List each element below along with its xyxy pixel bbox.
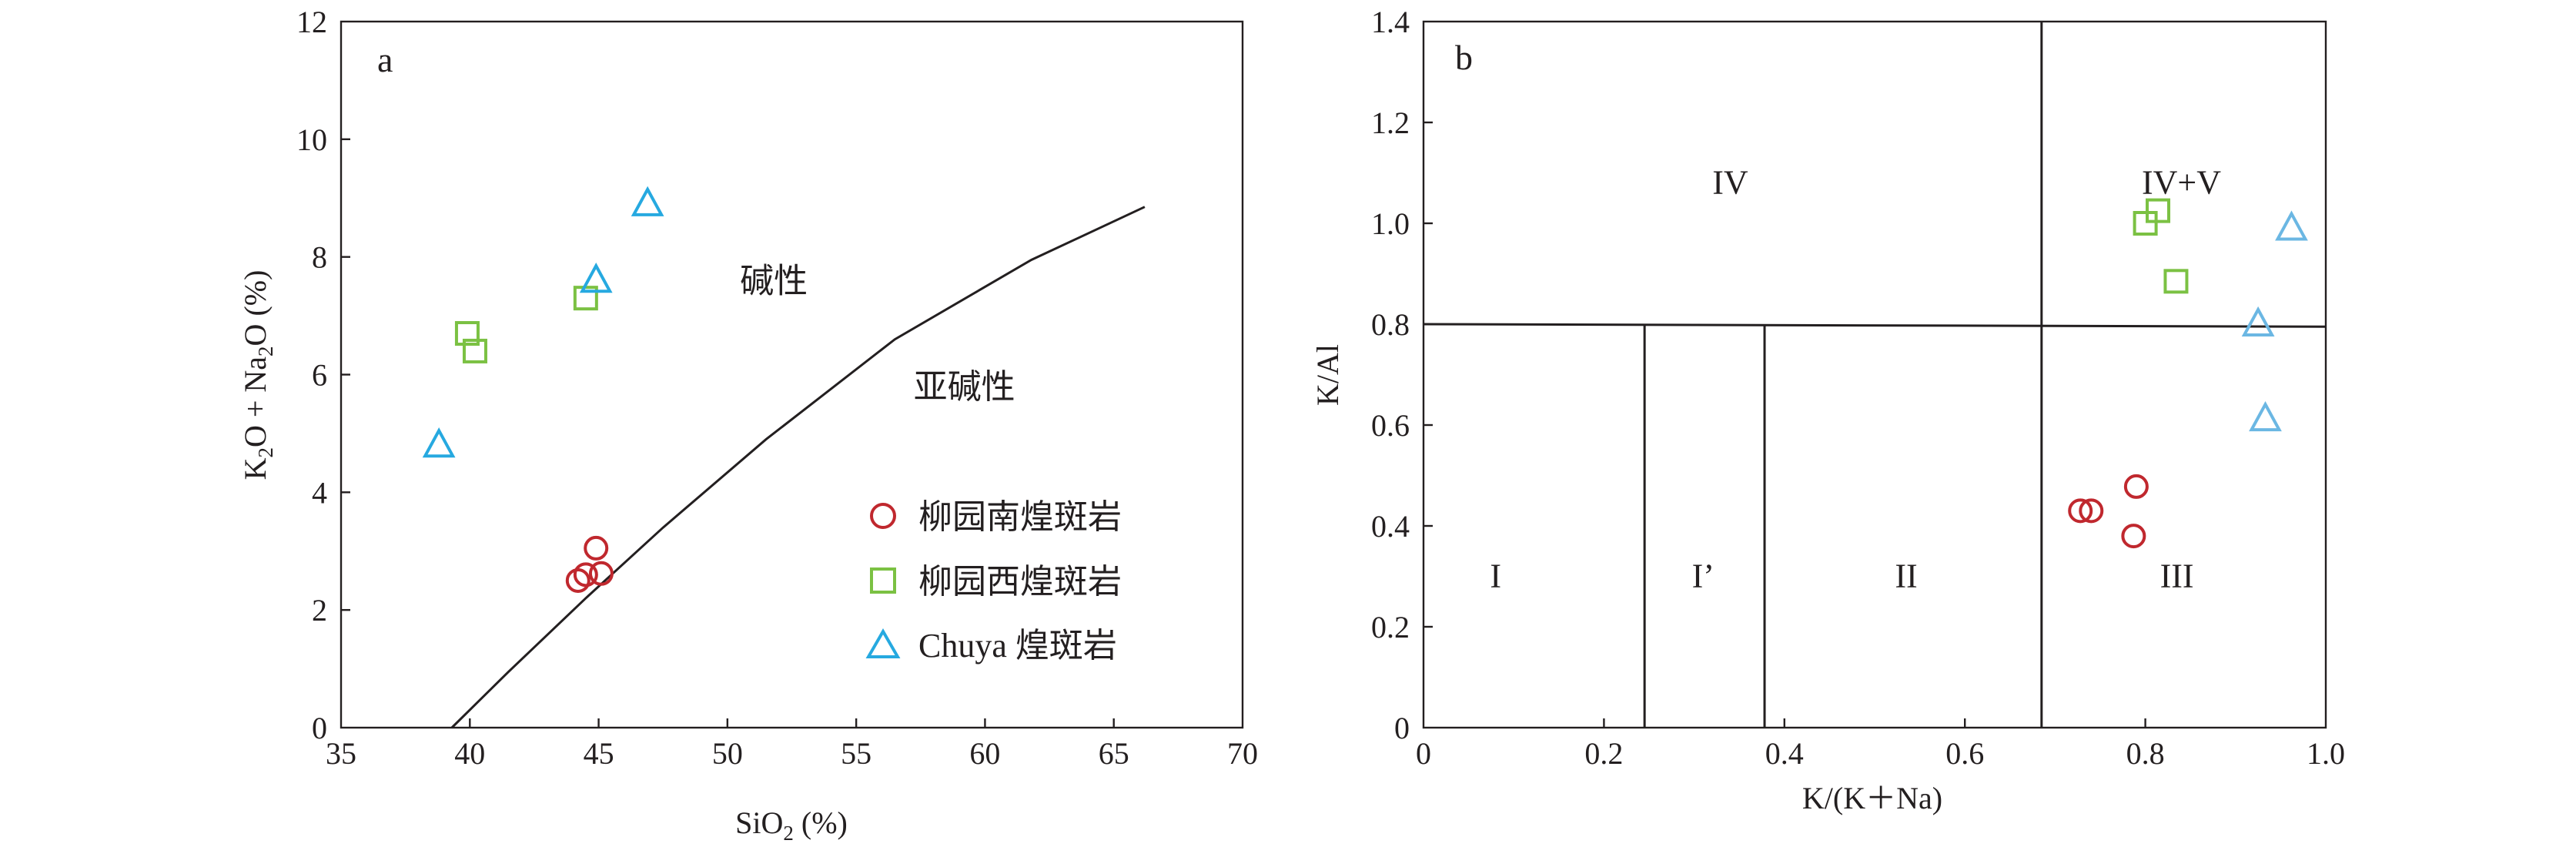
panel-b-ticks: 0 0.2 0.4 0.6 0.8 1.0 0 0.2 0.4 0.6 0.8 1.0 1.2 1.4 [1371,5,2345,771]
panel-b-y-tick-label: 0.2 [1371,610,1410,644]
panel-a-x-tick-label: 45 [584,736,614,771]
panel-b-region-label: I’ [1692,557,1715,595]
panel-a-region-subalkaline: 亚碱性 [914,368,1015,406]
panel-b-x-tick-label: 0.6 [1945,736,1984,771]
panel-b-square-marker [2146,198,2171,223]
panel-a-x-tick-label: 65 [1099,736,1129,771]
panel-b-points [2068,198,2308,549]
panel-b-x-tick-label: 0 [1416,736,1431,771]
panel-a-circle-marker [588,561,614,586]
panel-a-y-tick-label: 0 [312,711,327,745]
panel-a-label: a [377,40,393,79]
legend-circle-marker [870,503,896,529]
panel-a-x-tick-label: 60 [969,736,1000,771]
panel-b-circle-marker [2079,498,2104,524]
panel-b-field-lines [1423,22,2327,728]
legend-label-liuyuan-west: 柳园西煌斑岩 [918,563,1122,601]
panel-a-ticks: 35 40 45 50 55 60 65 70 0 2 4 6 8 10 12 [296,5,1258,771]
panel-b-label: b [1455,38,1473,77]
panel-a-plot-frame [340,20,1244,729]
panel-b-circle-marker [2121,524,2146,549]
panel-a-circle-marker [565,567,590,593]
legend-triangle-marker [865,628,901,658]
panel-a-y-tick-label: 10 [296,122,327,157]
panel-b-region-label: I [1490,557,1501,595]
panel-a-y-tick-label: 2 [312,593,327,628]
panel-b-triangle-marker [2275,210,2308,241]
panel-b-circle-marker [2123,474,2149,499]
panel-a-x-tick-label: 40 [454,736,485,771]
panel-b-x-tick-label: 1.0 [2307,736,2345,771]
panel-b-region-label: II [1895,557,1917,595]
panel-a-triangle-marker [422,427,456,458]
panel-b-triangle-marker [2241,306,2275,336]
panel-a-square-marker [462,338,487,363]
panel-b-field-boundary [1423,323,2327,328]
panel-b-region-label: III [2160,557,2194,595]
panel-b-triangle-marker [2249,400,2282,432]
panel-a-triangle-marker [631,186,664,216]
panel-b-y-axis-title: K/Al [1310,344,1345,406]
panel-b-x-tick-label: 0.4 [1765,736,1804,771]
panel-a-square-marker [454,321,480,346]
panel-a-y-tick-label: 8 [312,240,327,275]
panel-b-y-tick-label: 0.8 [1371,307,1410,342]
legend-label-chuya: Chuya 煌斑岩 [918,627,1117,665]
legend-label-liuyuan-south: 柳园南煌斑岩 [918,498,1122,536]
panel-a-circle-marker [584,535,609,561]
panel-b-y-tick-label: 0 [1394,711,1410,745]
panel-a-x-tick-label: 55 [841,736,871,771]
panel-b-y-tick-label: 1.2 [1371,105,1410,140]
panel-b-plot-frame [1422,20,2327,729]
panel-b-y-tick-label: 0.6 [1371,408,1410,443]
panel-a-y-tick-label: 4 [312,475,327,510]
panel-a-triangle-marker [579,263,613,293]
panel-b-square-marker [2163,269,2189,294]
panel-a-circle-marker [573,562,598,588]
panel-b-region-label: IV+V [2142,164,2221,202]
panel-b-square-marker [2133,211,2158,236]
panel-a-x-tick-label: 35 [326,736,356,771]
legend-square-marker [870,567,896,594]
panel-a-y-tick-label: 12 [296,5,327,39]
panel-a-x-tick-label: 70 [1227,736,1258,771]
panel-b-x-axis-title: K/(K＋Na) [1802,781,1942,815]
panel-b-x-tick-label: 0.2 [1584,736,1623,771]
panel-b-y-tick-label: 1.4 [1371,5,1410,39]
panel-a-y-axis-title: K2O + Na2O (%) [238,270,277,480]
panel-b-x-tick-label: 0.8 [2126,736,2165,771]
panel-a-legend: 柳园南煌斑岩 柳园西煌斑岩 Chuya 煌斑岩 [865,498,1122,665]
panel-b: 0 0.2 0.4 0.6 0.8 1.0 0 0.2 0.4 0.6 0.8 1.0 1.2 1.4 b… [1310,5,2345,815]
panel-a-points [422,186,664,593]
panel-b-y-tick-label: 1.0 [1371,206,1410,241]
panel-a-boundary-line [450,206,1146,729]
panel-a-x-tick-label: 50 [712,736,743,771]
panel-a-x-axis-title: SiO2 (%) [735,805,848,845]
panel-b-y-tick-label: 0.4 [1371,509,1410,544]
panel-a: 35 40 45 50 55 60 65 70 0 2 4 6 8 10 12 a 碱性 亚碱性 柳园南煌斑… [238,5,1258,845]
panel-b-circle-marker [2068,498,2093,524]
panel-b-region-label: IV [1712,164,1748,202]
panel-a-region-alkaline: 碱性 [740,263,808,300]
panel-a-y-tick-label: 6 [312,358,327,393]
